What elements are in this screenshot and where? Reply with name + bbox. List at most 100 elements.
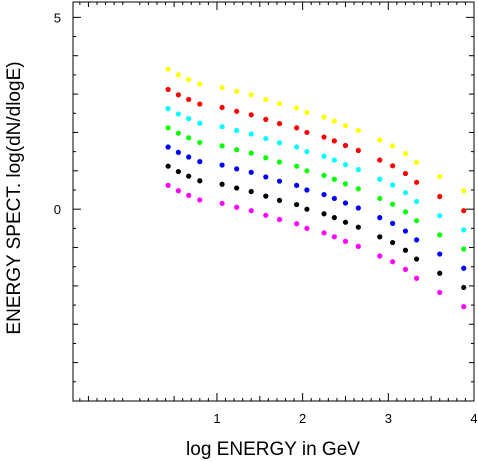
plot-frame <box>72 1 475 402</box>
data-point <box>197 139 203 146</box>
data-point <box>413 256 420 262</box>
data-point <box>342 142 349 149</box>
data-point <box>304 149 310 155</box>
data-point <box>294 182 300 188</box>
data-point <box>437 270 443 276</box>
series-4 <box>165 144 467 271</box>
data-point <box>461 246 467 252</box>
data-point <box>197 101 203 107</box>
data-point <box>321 172 327 179</box>
data-point <box>234 166 240 172</box>
data-point <box>165 182 171 188</box>
data-point <box>234 88 240 94</box>
data-point <box>248 131 254 137</box>
data-point <box>304 129 310 136</box>
data-point <box>304 206 310 212</box>
data-point <box>294 125 300 131</box>
data-point <box>390 163 396 169</box>
series-3 <box>165 125 467 252</box>
data-point <box>304 109 310 116</box>
data-point <box>219 200 225 207</box>
data-point <box>186 192 192 198</box>
data-point <box>413 198 420 205</box>
data-point <box>342 238 349 244</box>
data-point <box>321 211 327 217</box>
data-point <box>263 193 269 199</box>
data-point <box>165 106 171 112</box>
data-point <box>248 169 254 175</box>
data-point <box>402 170 409 177</box>
data-point <box>402 150 409 157</box>
data-point <box>197 81 203 87</box>
data-point <box>186 96 192 103</box>
data-point <box>175 188 181 194</box>
data-point <box>342 219 349 225</box>
data-point <box>437 289 443 296</box>
data-point <box>197 178 203 184</box>
data-point <box>197 159 203 165</box>
data-point <box>165 66 171 72</box>
data-point <box>377 176 383 182</box>
data-point <box>342 181 349 187</box>
data-point <box>263 116 269 122</box>
data-point <box>390 220 396 226</box>
data-point <box>355 147 361 154</box>
data-point <box>294 144 300 150</box>
data-point <box>304 168 310 174</box>
data-point <box>165 144 171 150</box>
data-point <box>186 76 192 83</box>
data-point <box>294 201 300 208</box>
data-point <box>248 92 254 98</box>
data-point <box>175 130 181 136</box>
data-point <box>186 116 192 122</box>
data-point <box>294 105 300 111</box>
x-axis-label: log ENERGY in GeV <box>186 439 360 460</box>
x-tick-label: 1 <box>213 411 220 426</box>
data-point <box>355 167 361 173</box>
data-point <box>390 143 396 149</box>
data-point <box>461 227 467 233</box>
data-point <box>263 96 269 103</box>
data-point <box>219 124 225 130</box>
data-point <box>276 197 283 203</box>
data-point <box>219 143 225 149</box>
data-point <box>377 195 383 202</box>
data-point <box>377 157 383 163</box>
data-point <box>294 163 300 169</box>
data-point <box>219 84 225 91</box>
x-tick-label: 2 <box>299 411 306 426</box>
data-point <box>413 179 420 185</box>
data-point <box>304 225 310 231</box>
data-point <box>413 275 420 281</box>
data-points <box>165 66 467 310</box>
series-5 <box>165 163 467 291</box>
data-point <box>331 176 337 182</box>
data-point <box>165 86 171 93</box>
data-point <box>402 209 409 215</box>
data-point <box>377 253 383 259</box>
data-point <box>413 237 420 243</box>
data-point <box>461 304 467 310</box>
data-point <box>461 284 467 291</box>
data-point <box>402 228 409 234</box>
data-point <box>377 215 383 221</box>
data-point <box>234 108 240 114</box>
x-tick-label: 3 <box>385 411 392 426</box>
data-point <box>175 149 181 155</box>
data-point <box>461 188 467 194</box>
data-point <box>175 111 181 117</box>
series-6 <box>165 182 467 310</box>
data-point <box>331 234 337 240</box>
data-point <box>413 218 420 224</box>
data-point <box>263 174 269 180</box>
data-point <box>276 159 283 165</box>
data-point <box>248 112 254 118</box>
data-point <box>263 155 269 161</box>
data-point <box>197 197 203 203</box>
y-tick-label: 5 <box>54 10 61 25</box>
data-point <box>321 134 327 140</box>
data-point <box>304 187 310 193</box>
data-point <box>461 265 467 271</box>
data-point <box>234 147 240 153</box>
